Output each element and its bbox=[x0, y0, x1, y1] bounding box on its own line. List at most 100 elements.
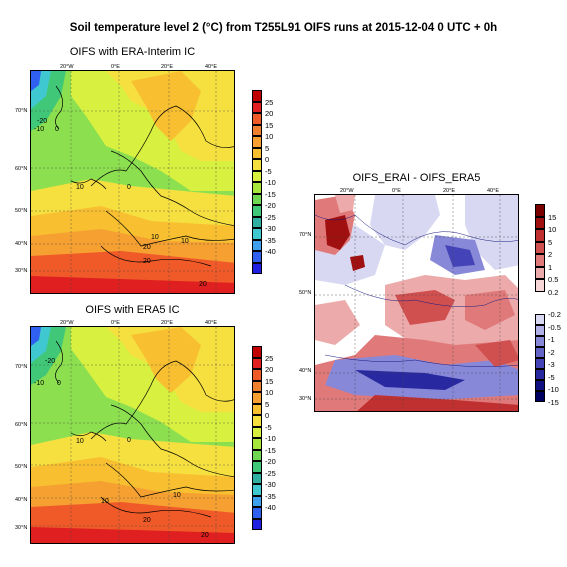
colorbar-label: -5 bbox=[548, 372, 555, 382]
panel-title-era5: OIFS with ERA5 IC bbox=[85, 304, 180, 316]
colorbar-label: 0.5 bbox=[548, 275, 559, 285]
lat-label: 70°N bbox=[299, 232, 312, 238]
colorbar-label: 20 bbox=[265, 365, 274, 374]
lat-label: 50°N bbox=[15, 464, 28, 470]
colorbar-label: 10 bbox=[265, 132, 274, 141]
colorbar-label: 15 bbox=[548, 212, 557, 222]
colorbar-label: -20 bbox=[265, 457, 276, 466]
contour-label: 20 bbox=[143, 244, 151, 251]
colorbar-segment bbox=[252, 239, 262, 251]
colorbar-segment bbox=[535, 347, 545, 358]
colorbar-segment bbox=[535, 279, 545, 292]
lat-label: 60°N bbox=[15, 422, 28, 428]
colorbar-segment bbox=[252, 170, 262, 182]
lon-label: 0°E bbox=[111, 64, 120, 70]
colorbar-segment bbox=[252, 380, 262, 392]
colorbar-label: -10 bbox=[548, 385, 559, 395]
lon-label: 40°E bbox=[205, 64, 217, 70]
map-era5-canvas: -20 -10 0 10 0 10 20 20 10 bbox=[31, 327, 234, 543]
lat-label: 40°N bbox=[15, 497, 28, 503]
lat-label: 30°N bbox=[15, 268, 28, 274]
contour-label: -20 bbox=[45, 358, 55, 365]
colorbar-label: -35 bbox=[265, 491, 276, 501]
map-erai-canvas: -20 -10 0 10 0 20 10 10 20 20 bbox=[31, 71, 234, 293]
colorbar-segment bbox=[252, 403, 262, 415]
colorbar-segment bbox=[252, 415, 262, 427]
colorbar-label: -25 bbox=[265, 212, 276, 222]
colorbar-label: -30 bbox=[265, 480, 276, 489]
colorbar-segment bbox=[252, 438, 262, 450]
contour-label: 20 bbox=[143, 258, 151, 265]
lon-label: 0°E bbox=[392, 188, 401, 194]
colorbar-label: 0 bbox=[265, 411, 270, 420]
colorbar-label: 20 bbox=[265, 109, 274, 118]
colorbar-segment bbox=[252, 182, 262, 194]
colorbar-label: 2 bbox=[548, 250, 553, 260]
colorbar-label: -10 bbox=[265, 178, 276, 187]
colorbar-label: -35 bbox=[265, 235, 276, 245]
colorbar-label: -0.5 bbox=[548, 322, 561, 332]
colorbar-segment bbox=[252, 205, 262, 217]
lon-label: 20°W bbox=[60, 320, 74, 326]
contour-label: -20 bbox=[37, 118, 47, 125]
colorbar-segment bbox=[252, 495, 262, 507]
colorbar-label: 5 bbox=[548, 237, 553, 247]
colorbar-segment bbox=[535, 254, 545, 267]
contour-label: -10 bbox=[34, 126, 44, 133]
colorbar-segment bbox=[252, 90, 262, 102]
contour-label: -10 bbox=[34, 380, 44, 387]
lat-label: 70°N bbox=[15, 364, 28, 370]
colorbar-segment bbox=[252, 472, 262, 484]
map-era5: -20 -10 0 10 0 10 20 20 10 bbox=[30, 326, 235, 544]
colorbar-label: -15 bbox=[548, 398, 559, 407]
colorbar-label: -15 bbox=[265, 189, 276, 199]
colorbar-segment bbox=[252, 369, 262, 381]
colorbar-segment bbox=[535, 216, 545, 230]
colorbar-segment bbox=[252, 357, 262, 369]
diff-colorbar-negative: -0.2 -0.5 -1 -2 -3 -5 -10 -15 bbox=[535, 310, 561, 407]
lon-label: 20°E bbox=[161, 320, 173, 326]
contour-label: 20 bbox=[143, 517, 151, 524]
colorbar-label: 25 bbox=[265, 353, 274, 363]
colorbar-segment bbox=[252, 216, 262, 228]
temp-colorbar-2: 25 20 15 10 5 0 -5 -10 -15 -20 -25 -30 -35 -40 bbox=[252, 346, 276, 530]
contour-label: 10 bbox=[181, 238, 189, 245]
colorbar-label: 5 bbox=[265, 143, 270, 153]
contour-label: 20 bbox=[201, 532, 209, 539]
lon-label: 40°E bbox=[205, 320, 217, 326]
lat-label: 40°N bbox=[15, 241, 28, 247]
colorbar-label: 0 bbox=[265, 155, 270, 164]
colorbar-segment bbox=[252, 159, 262, 171]
colorbar-segment bbox=[252, 124, 262, 136]
colorbar-label: -5 bbox=[265, 422, 272, 432]
colorbar-label: -5 bbox=[265, 166, 272, 176]
colorbar-segment bbox=[252, 113, 262, 125]
colorbar-label: 15 bbox=[265, 376, 274, 386]
lon-label: 20°E bbox=[443, 188, 455, 194]
colorbar-label: -20 bbox=[265, 201, 276, 210]
lon-label: 0°E bbox=[111, 320, 120, 326]
colorbar-segment bbox=[252, 101, 262, 113]
lat-label: 50°N bbox=[15, 208, 28, 214]
colorbar-segment bbox=[252, 449, 262, 461]
lon-label: 40°E bbox=[487, 188, 499, 194]
colorbar-segment bbox=[252, 136, 262, 148]
colorbar-label: -30 bbox=[265, 224, 276, 233]
colorbar-segment bbox=[252, 518, 262, 530]
colorbar-label: 5 bbox=[265, 399, 270, 409]
contour-label: 10 bbox=[151, 234, 159, 241]
colorbar-label: -40 bbox=[265, 503, 276, 512]
lon-label: 20°W bbox=[60, 64, 74, 70]
contour-label: 20 bbox=[199, 281, 207, 288]
colorbar-segment bbox=[535, 266, 545, 280]
colorbar-segment bbox=[252, 484, 262, 496]
colorbar-segment bbox=[252, 251, 262, 263]
colorbar-label: -3 bbox=[548, 360, 555, 370]
contour-label: 10 bbox=[101, 498, 109, 505]
colorbar-segment bbox=[535, 325, 545, 336]
panel-title-diff: OIFS_ERAI - OIFS_ERA5 bbox=[352, 172, 481, 184]
colorbar-label: 0.2 bbox=[548, 288, 559, 297]
lat-label: 50°N bbox=[299, 290, 312, 296]
colorbar-label: -15 bbox=[265, 445, 276, 455]
contour-label: 10 bbox=[76, 184, 84, 191]
